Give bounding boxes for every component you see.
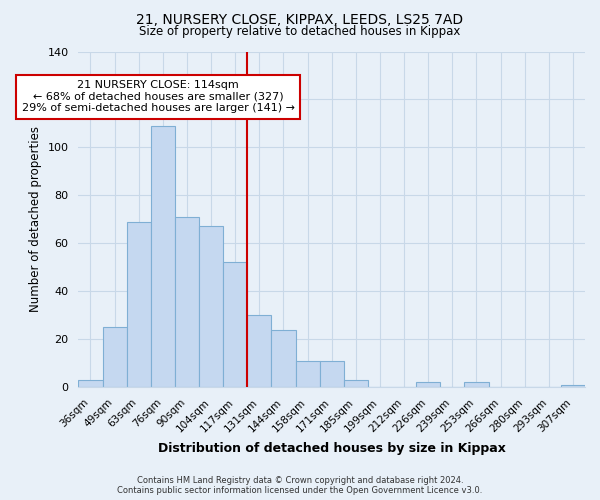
Bar (247, 315, 271, 387)
Bar (127, 222, 151, 387)
Bar (151, 126, 175, 387)
Bar (320, 360, 344, 387)
Bar (561, 384, 585, 387)
Bar (103, 327, 127, 387)
Bar (464, 382, 488, 387)
Bar (416, 382, 440, 387)
Bar (344, 380, 368, 387)
Bar (223, 262, 247, 387)
Bar (296, 360, 320, 387)
Bar (79, 380, 103, 387)
Bar (271, 330, 296, 387)
Bar (175, 217, 199, 387)
Y-axis label: Number of detached properties: Number of detached properties (29, 126, 42, 312)
Text: 21 NURSERY CLOSE: 114sqm
← 68% of detached houses are smaller (327)
29% of semi-: 21 NURSERY CLOSE: 114sqm ← 68% of detach… (22, 80, 295, 114)
Text: 21, NURSERY CLOSE, KIPPAX, LEEDS, LS25 7AD: 21, NURSERY CLOSE, KIPPAX, LEEDS, LS25 7… (136, 12, 464, 26)
X-axis label: Distribution of detached houses by size in Kippax: Distribution of detached houses by size … (158, 442, 506, 455)
Text: Size of property relative to detached houses in Kippax: Size of property relative to detached ho… (139, 25, 461, 38)
Bar (199, 226, 223, 387)
Text: Contains HM Land Registry data © Crown copyright and database right 2024.: Contains HM Land Registry data © Crown c… (137, 476, 463, 485)
Text: Contains public sector information licensed under the Open Government Licence v3: Contains public sector information licen… (118, 486, 482, 495)
